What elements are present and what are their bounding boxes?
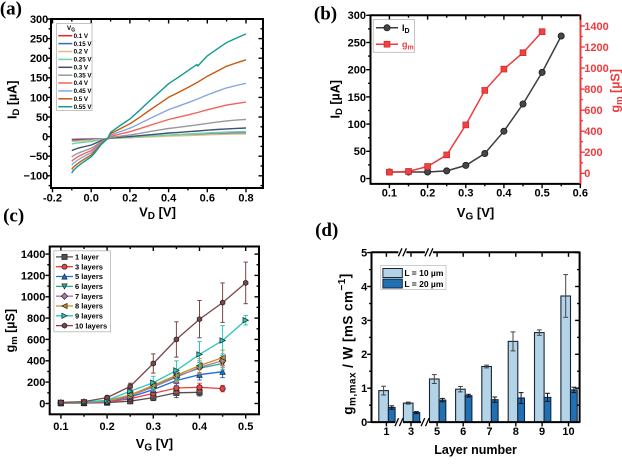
svg-text:0.45 V: 0.45 V	[74, 88, 93, 95]
svg-text:0: 0	[360, 173, 366, 185]
svg-text:6 layers: 6 layers	[75, 282, 103, 291]
svg-text:50: 50	[354, 146, 366, 158]
svg-text:0.15 V: 0.15 V	[74, 41, 93, 48]
svg-text:0.6: 0.6	[573, 187, 588, 199]
svg-text:4: 4	[361, 281, 368, 293]
svg-text:VG: VG	[67, 25, 75, 34]
svg-text:ID [µA]: ID [µA]	[6, 81, 23, 119]
svg-text:(a): (a)	[0, 0, 22, 19]
svg-text:L = 10 µm: L = 10 µm	[404, 268, 443, 278]
svg-text:0.2: 0.2	[122, 192, 137, 204]
svg-text:0.1: 0.1	[53, 421, 68, 433]
svg-text:0.3: 0.3	[146, 421, 161, 433]
svg-text:200: 200	[584, 147, 602, 159]
svg-text:0.8: 0.8	[238, 192, 253, 204]
svg-text:0.3: 0.3	[458, 187, 473, 199]
svg-text:(b): (b)	[314, 3, 337, 24]
svg-text:0.6: 0.6	[200, 192, 215, 204]
svg-text:6: 6	[460, 426, 466, 438]
svg-text:0.3 V: 0.3 V	[74, 65, 89, 72]
svg-text:3 layers: 3 layers	[75, 262, 103, 271]
svg-text:50: 50	[36, 112, 48, 124]
svg-text:150: 150	[30, 73, 48, 85]
svg-text:10: 10	[562, 426, 574, 438]
svg-text:1400: 1400	[21, 249, 45, 261]
svg-text:(c): (c)	[3, 206, 24, 227]
svg-text:VD [V]: VD [V]	[139, 205, 176, 223]
svg-text:150: 150	[348, 92, 366, 104]
svg-text:3: 3	[361, 315, 367, 327]
svg-text:250: 250	[348, 37, 366, 49]
svg-text:VG [V]: VG [V]	[136, 436, 173, 454]
svg-text:1400: 1400	[584, 21, 608, 33]
svg-text:0: 0	[39, 398, 45, 410]
svg-text:0.4: 0.4	[496, 187, 512, 199]
svg-text:1000: 1000	[21, 292, 45, 304]
svg-text:250: 250	[30, 34, 48, 46]
svg-text:400: 400	[27, 356, 45, 368]
svg-text:400: 400	[584, 126, 602, 138]
svg-text:1 layer: 1 layer	[75, 253, 99, 262]
svg-text:1200: 1200	[584, 42, 608, 54]
svg-text:0.4 V: 0.4 V	[74, 80, 89, 87]
svg-text:1200: 1200	[21, 270, 45, 282]
svg-text:200: 200	[30, 53, 48, 65]
svg-text:gm [µS]: gm [µS]	[609, 69, 622, 112]
svg-text:200: 200	[27, 377, 45, 389]
svg-text:9 layers: 9 layers	[75, 312, 103, 321]
svg-text:L = 20 µm: L = 20 µm	[404, 279, 443, 289]
svg-text:300: 300	[30, 14, 48, 26]
svg-text:0.2: 0.2	[420, 187, 435, 199]
svg-text:7: 7	[486, 426, 492, 438]
svg-text:100: 100	[348, 119, 366, 131]
svg-text:8: 8	[513, 426, 519, 438]
svg-text:0: 0	[42, 132, 48, 144]
svg-text:0: 0	[361, 417, 367, 429]
svg-text:0.5: 0.5	[238, 421, 253, 433]
svg-text:2: 2	[361, 349, 367, 361]
svg-text:300: 300	[348, 10, 366, 22]
svg-text:1000: 1000	[584, 63, 608, 75]
svg-text:5 layers: 5 layers	[75, 272, 103, 281]
svg-text:0.35 V: 0.35 V	[74, 72, 93, 79]
svg-text:VG [V]: VG [V]	[457, 205, 494, 223]
svg-text:0.2: 0.2	[99, 421, 114, 433]
svg-text:−50: −50	[30, 151, 49, 163]
svg-text:7 layers: 7 layers	[75, 292, 103, 301]
svg-text:0.2 V: 0.2 V	[74, 49, 89, 56]
svg-text:gm: gm	[402, 39, 414, 51]
svg-text:0.25 V: 0.25 V	[74, 57, 93, 64]
svg-text:0.5 V: 0.5 V	[74, 96, 89, 103]
svg-text:ID [µA]: ID [µA]	[329, 80, 346, 118]
svg-text:1: 1	[361, 383, 367, 395]
svg-text:600: 600	[584, 105, 602, 117]
svg-text:0.1: 0.1	[382, 187, 397, 199]
svg-text:-0.2: -0.2	[43, 192, 62, 204]
svg-text:1: 1	[383, 426, 389, 438]
svg-text:8 layers: 8 layers	[75, 302, 103, 311]
svg-text:0.4: 0.4	[161, 192, 177, 204]
svg-text:9: 9	[539, 426, 545, 438]
svg-text:10 layers: 10 layers	[75, 321, 107, 330]
svg-text:5: 5	[361, 248, 367, 260]
svg-text:0.4: 0.4	[192, 421, 208, 433]
svg-text:Layer number: Layer number	[434, 443, 517, 457]
svg-text:0: 0	[584, 168, 590, 180]
svg-text:100: 100	[30, 92, 48, 104]
svg-text:0.55 V: 0.55 V	[74, 104, 93, 111]
svg-text:5: 5	[434, 426, 440, 438]
svg-text:200: 200	[348, 65, 366, 77]
svg-text:ID: ID	[402, 23, 410, 35]
svg-text:0.5: 0.5	[534, 187, 549, 199]
svg-text:3: 3	[408, 426, 414, 438]
svg-text:800: 800	[27, 313, 45, 325]
svg-text:800: 800	[584, 84, 602, 96]
svg-text:0.0: 0.0	[84, 192, 99, 204]
svg-text:−100: −100	[24, 171, 49, 183]
svg-text:600: 600	[27, 334, 45, 346]
svg-text:0.1 V: 0.1 V	[74, 33, 89, 40]
svg-text:(d): (d)	[315, 220, 338, 241]
